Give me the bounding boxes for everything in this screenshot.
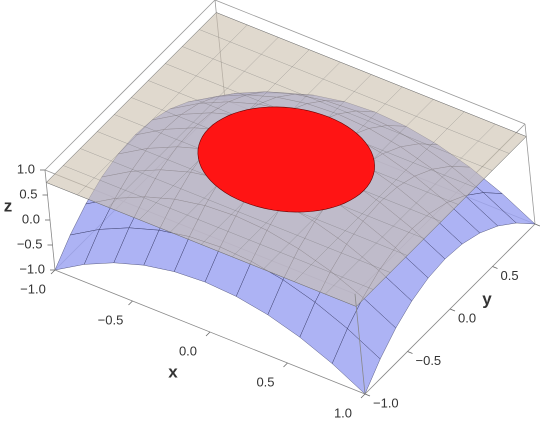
tick-mark <box>50 269 56 275</box>
z-axis-label: z <box>4 196 13 215</box>
y-tick-label: 0.5 <box>501 268 519 283</box>
x-axis-label: x <box>168 362 178 381</box>
z-tick-label: −1.0 <box>19 261 45 276</box>
tick-mark <box>205 331 211 337</box>
surface-patch <box>331 328 381 395</box>
tick-mark <box>407 351 413 354</box>
plane-mesh <box>80 148 391 273</box>
x-tick-label: 1.0 <box>334 405 352 420</box>
plane-mesh <box>182 46 493 171</box>
box-edge <box>354 293 366 395</box>
z-tick-label: 0.5 <box>19 186 37 201</box>
z-tick-label: 0.0 <box>22 211 40 226</box>
y-tick-label: −0.5 <box>416 353 442 368</box>
x-tick-label: 0.0 <box>179 343 197 358</box>
tick-mark <box>360 393 366 399</box>
box-edge <box>214 0 526 125</box>
disk <box>197 106 375 213</box>
tick-mark <box>128 300 133 306</box>
tick-mark <box>534 223 540 227</box>
tick-mark <box>364 393 371 397</box>
plane-mesh <box>63 165 374 290</box>
x-tick-label: −1.0 <box>20 281 46 296</box>
y-tick-label: −1.0 <box>373 395 399 410</box>
plane-mesh <box>216 12 527 137</box>
box-edge <box>524 123 536 225</box>
tick-mark <box>449 308 456 312</box>
y-axis-label: y <box>482 289 492 308</box>
plane-mesh <box>46 182 357 307</box>
z-tick-label: 1.0 <box>17 161 35 176</box>
box-edge <box>44 0 216 171</box>
tick-mark <box>492 266 498 269</box>
tick-mark <box>283 362 288 368</box>
x-tick-label: 0.5 <box>256 374 274 389</box>
plane-mesh <box>199 29 510 154</box>
z-tick-label: −0.5 <box>17 236 43 251</box>
x-tick-label: −0.5 <box>98 312 124 327</box>
y-tick-label: 0.0 <box>458 310 476 325</box>
